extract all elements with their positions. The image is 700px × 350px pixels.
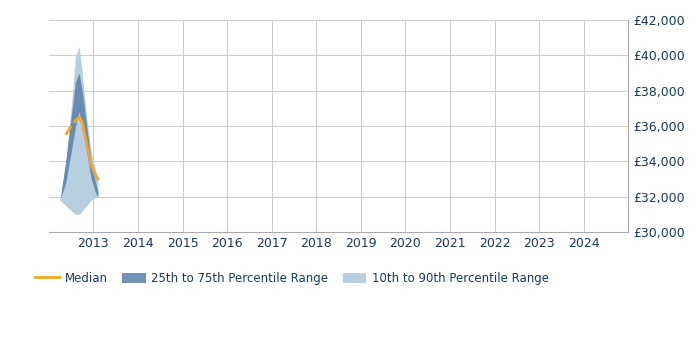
Legend: Median, 25th to 75th Percentile Range, 10th to 90th Percentile Range: Median, 25th to 75th Percentile Range, 1… — [31, 267, 554, 290]
